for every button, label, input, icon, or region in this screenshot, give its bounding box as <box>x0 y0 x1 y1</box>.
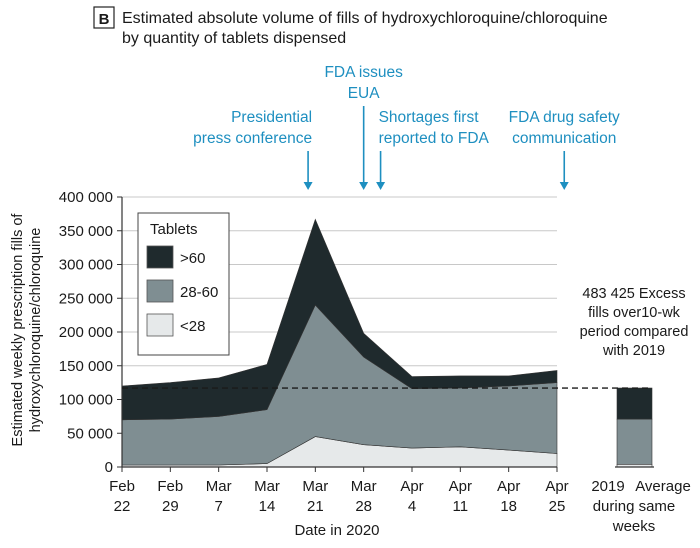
legend-label-lt28: <28 <box>180 318 205 335</box>
comparison-label-2019: 2019 <box>591 478 624 495</box>
annotation-arrow-head <box>559 182 569 190</box>
x-tick-label-day: 22 <box>114 498 131 515</box>
annotation-text: Shortages first <box>379 109 480 126</box>
excess-note: 483 425 Excess fills over10-wk period co… <box>580 286 689 359</box>
x-tick-label-day: 21 <box>307 498 324 515</box>
comparison-label-average: Average <box>635 478 691 495</box>
x-tick-label-month: Apr <box>449 478 472 495</box>
panel-label-box <box>93 6 115 29</box>
excess-note-line1: 483 425 Excess <box>582 286 685 302</box>
chart-title-line1: Estimated absolute volume of fills of hy… <box>122 10 608 27</box>
y-tick-label: 100 000 <box>59 392 113 409</box>
y-tick-label: 200 000 <box>59 324 113 341</box>
annotation-text: reported to FDA <box>379 130 490 147</box>
comparison-label-weeks: weeks <box>612 518 656 535</box>
annotation-arrow-head <box>376 182 386 190</box>
x-tick-label-month: Mar <box>351 478 377 495</box>
axes: 0 50 000 100 000 150 000 200 000 250 000 300 0… <box>59 189 569 515</box>
x-tick-label-day: 4 <box>408 498 416 515</box>
x-tick-label-day: 28 <box>355 498 372 515</box>
y-tick-label: 250 000 <box>59 290 113 307</box>
excess-note-line3: period compared <box>580 324 689 340</box>
event-annotations: Presidential press conference FDA issues EU… <box>193 64 620 190</box>
legend-label-gt60: >60 <box>180 250 205 267</box>
legend-title: Tablets <box>150 221 198 238</box>
comparison-bar-gt60 <box>616 387 653 420</box>
y-tick-label: 300 000 <box>59 257 113 274</box>
comparison-bar <box>615 387 654 468</box>
legend-swatch-gt60 <box>146 245 174 269</box>
y-axis-label-line2: hydroxychloroquine/chloroquine <box>28 228 44 433</box>
legend-label-28-60: 28-60 <box>180 284 218 301</box>
panel-label: B <box>99 11 110 28</box>
annotation-text: EUA <box>348 85 381 102</box>
y-tick-label: 0 <box>105 459 113 476</box>
x-tick-label-month: Feb <box>157 478 183 495</box>
x-tick-label-day: 7 <box>214 498 222 515</box>
comparison-bar-28-60 <box>616 418 653 465</box>
y-axis-label-line1: Estimated weekly prescription fills of <box>10 213 26 447</box>
x-tick-label-month: Mar <box>206 478 232 495</box>
excess-note-line2: fills over10-wk <box>588 305 681 321</box>
annotation-arrow-head <box>359 182 369 190</box>
x-tick-label-day: 11 <box>453 498 469 515</box>
x-tick-label-month: Apr <box>545 478 568 495</box>
x-tick-label-month: Apr <box>497 478 520 495</box>
x-tick-label-day: 29 <box>162 498 179 515</box>
comparison-bar-label: 2019 Average during same weeks <box>591 478 690 535</box>
annotation-text: FDA issues <box>324 64 403 81</box>
x-tick-label-day: 14 <box>259 498 276 515</box>
legend-swatch-28-60 <box>146 279 174 303</box>
chart-title-line2: by quantity of tablets dispensed <box>122 30 346 47</box>
excess-note-line4: with 2019 <box>602 343 665 359</box>
y-tick-label: 400 000 <box>59 189 113 206</box>
annotation-text: press conference <box>193 130 312 147</box>
comparison-label-during: during same <box>593 498 676 515</box>
x-tick-label-day: 25 <box>549 498 566 515</box>
area-gt60 <box>121 218 558 421</box>
y-tick-label: 150 000 <box>59 358 113 375</box>
legend: Tablets >60 28-60 <28 <box>137 212 230 356</box>
annotation-text: FDA drug safety <box>509 109 620 126</box>
annotation-text: communication <box>512 130 616 147</box>
x-tick-label-month: Mar <box>302 478 328 495</box>
x-tick-label-month: Apr <box>400 478 423 495</box>
annotation-text: Presidential <box>231 109 312 126</box>
x-tick-label-day: 18 <box>500 498 517 515</box>
legend-swatch-lt28 <box>146 313 174 337</box>
y-tick-label: 50 000 <box>67 425 113 442</box>
y-tick-label: 350 000 <box>59 223 113 240</box>
x-axis-label: Date in 2020 <box>294 522 379 539</box>
x-tick-label-month: Feb <box>109 478 135 495</box>
x-tick-label-month: Mar <box>254 478 280 495</box>
annotation-arrow-head <box>303 182 313 190</box>
